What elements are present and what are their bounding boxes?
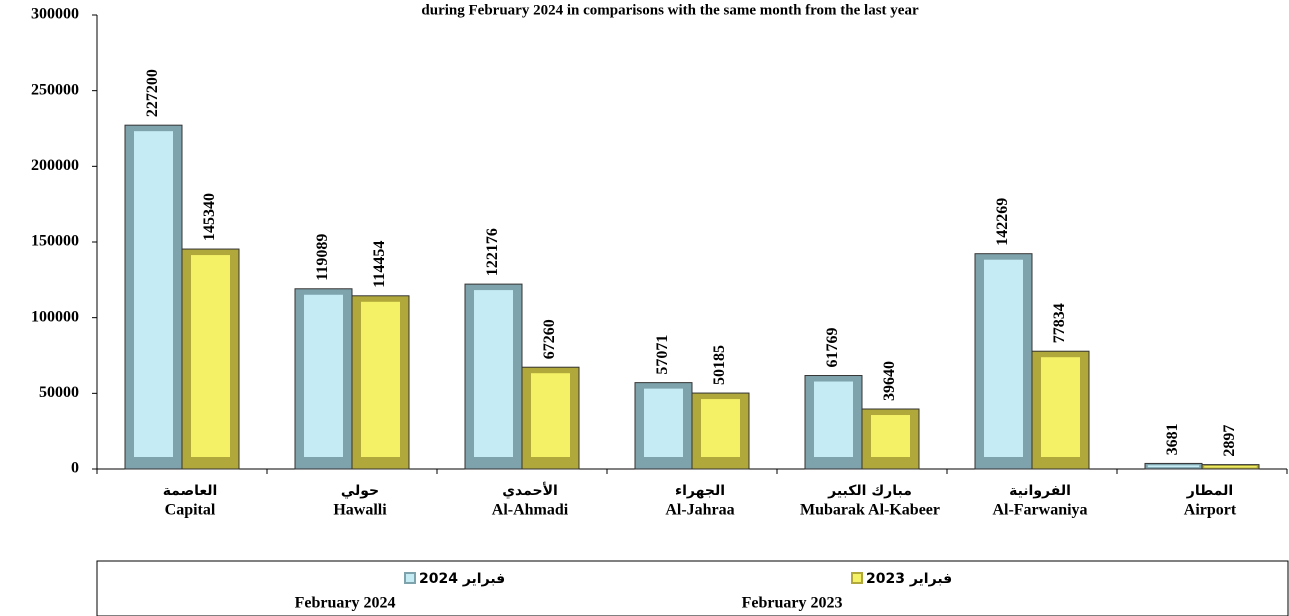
x-tick-label: Capital xyxy=(165,502,216,519)
x-tick-label: Hawalli xyxy=(333,502,387,519)
y-tick-label: 250000 xyxy=(31,81,79,98)
bar-face xyxy=(871,415,910,457)
x-tick-label-ar: الفروانية xyxy=(1009,483,1071,499)
legend-label-ar: فبراير 2023 xyxy=(866,571,952,587)
legend-swatch xyxy=(851,572,863,584)
x-tick-label: Al-Ahmadi xyxy=(492,502,569,519)
y-tick-label: 100000 xyxy=(31,308,79,325)
bar-face xyxy=(644,388,683,457)
bar-face xyxy=(361,301,400,457)
value-label: 57071 xyxy=(654,335,671,375)
bar-face xyxy=(134,131,173,458)
legend-label: February 2024 xyxy=(295,595,396,612)
legend-label: February 2023 xyxy=(742,595,843,612)
bar-face xyxy=(1204,466,1257,468)
bar-face xyxy=(474,290,513,457)
value-label: 227200 xyxy=(144,69,161,117)
y-tick-label: 150000 xyxy=(31,233,79,250)
bar-face xyxy=(191,255,230,457)
value-label: 3681 xyxy=(1164,423,1181,455)
bar-face xyxy=(304,294,343,457)
value-label: 50185 xyxy=(711,345,728,385)
value-label: 119089 xyxy=(314,234,331,281)
x-tick-label-ar: الجهراء xyxy=(675,483,725,499)
x-tick-label: Al-Jahraa xyxy=(665,502,734,519)
value-label: 122176 xyxy=(484,228,501,276)
y-tick-label: 200000 xyxy=(31,157,79,174)
value-label: 39640 xyxy=(881,361,898,401)
bar-face xyxy=(1147,465,1200,468)
x-tick-label-ar: مبارك الكبير xyxy=(827,483,912,499)
value-label: 114454 xyxy=(371,241,388,288)
x-tick-label-ar: الأحمدي xyxy=(502,482,558,500)
legend-box xyxy=(96,560,1289,616)
legend-swatch xyxy=(404,572,416,584)
value-label: 2897 xyxy=(1221,425,1238,457)
bar-face xyxy=(1041,357,1080,457)
value-label: 77834 xyxy=(1051,303,1068,343)
y-tick-label: 50000 xyxy=(39,384,79,401)
value-label: 61769 xyxy=(824,328,841,368)
x-tick-label-ar: حولي xyxy=(341,483,379,499)
bar-face xyxy=(531,373,570,457)
bar-face xyxy=(984,259,1023,457)
bar-face xyxy=(701,399,740,457)
value-label: 145340 xyxy=(201,193,218,241)
value-label: 67260 xyxy=(541,319,558,359)
x-tick-label-ar: المطار xyxy=(1186,483,1233,499)
y-tick-label: 0 xyxy=(71,460,79,477)
bar-face xyxy=(814,381,853,457)
value-label: 142269 xyxy=(994,198,1011,246)
x-tick-label: Airport xyxy=(1184,502,1237,519)
x-tick-label: Mubarak Al-Kabeer xyxy=(800,502,940,519)
chart-title: during February 2024 in comparisons with… xyxy=(421,2,919,18)
legend-label-ar: فبراير 2024 xyxy=(419,571,505,587)
x-tick-label-ar: العاصمة xyxy=(163,483,218,499)
x-tick-label: Al-Farwaniya xyxy=(992,502,1087,519)
y-tick-label: 300000 xyxy=(31,6,79,23)
